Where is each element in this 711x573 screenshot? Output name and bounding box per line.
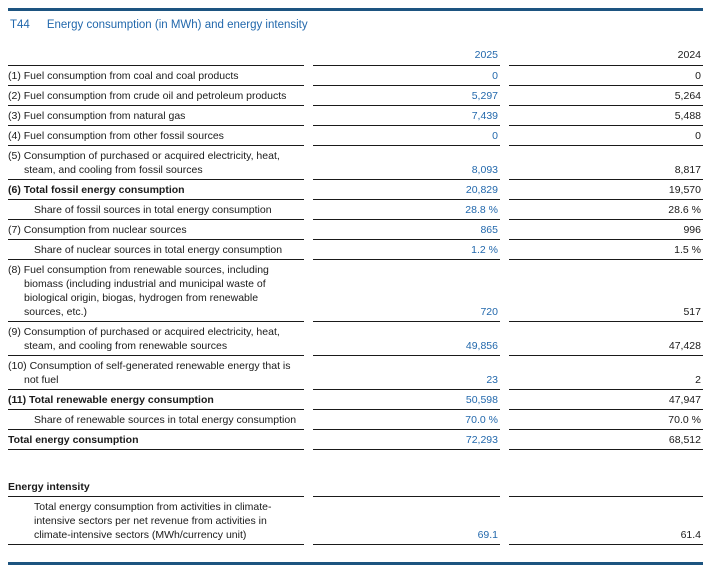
table-row: (1) Fuel consumption from coal and coal … [8,66,703,86]
row-value-2025: 72,293 [313,430,500,450]
row-label: (3) Fuel consumption from natural gas [8,106,304,126]
table-title: Energy consumption (in MWh) and energy i… [46,19,308,31]
column-header-2024: 2024 [509,35,703,66]
table-caption: T44 Energy consumption (in MWh) and ener… [8,11,703,35]
table-id: T44 [10,19,30,31]
row-value-2025: 865 [313,220,500,240]
row-label: Share of fossil sources in total energy … [8,200,304,220]
table-row: (7) Consumption from nuclear sources 865… [8,220,703,240]
row-label: (2) Fuel consumption from crude oil and … [8,86,304,106]
row-label: Share of renewable sources in total ener… [8,410,304,430]
row-value-2024: 5,264 [509,86,703,106]
row-value-2024: 0 [509,126,703,146]
top-rule [8,8,703,11]
row-value-2025: 50,598 [313,390,500,410]
table-row: (9) Consumption of purchased or acquired… [8,322,703,356]
row-label: (4) Fuel consumption from other fossil s… [8,126,304,146]
row-value-2025: 23 [313,356,500,390]
row-value-2024: 2 [509,356,703,390]
row-value-2025: 0 [313,126,500,146]
row-value-2025: 20,829 [313,180,500,200]
row-label: (5) Consumption of purchased or acquired… [8,146,304,180]
row-value-2024: 517 [509,260,703,322]
table-row: (2) Fuel consumption from crude oil and … [8,86,703,106]
row-label: (10) Consumption of self-generated renew… [8,356,304,390]
table-row: (8) Fuel consumption from renewable sour… [8,260,703,322]
bottom-rule [8,562,703,565]
row-label: (6) Total fossil energy consumption [8,180,304,200]
table-row: (10) Consumption of self-generated renew… [8,356,703,390]
column-header-2025: 2025 [313,35,500,66]
row-label: (8) Fuel consumption from renewable sour… [8,260,304,322]
section-header-spacer-2024 [509,477,703,497]
row-value-2024: 19,570 [509,180,703,200]
table-row: (4) Fuel consumption from other fossil s… [8,126,703,146]
row-value-2024: 47,428 [509,322,703,356]
row-value-2024: 8,817 [509,146,703,180]
row-value-2025: 720 [313,260,500,322]
row-label: Share of nuclear sources in total energy… [8,240,304,260]
row-label: (7) Consumption from nuclear sources [8,220,304,240]
row-value-2024: 0 [509,66,703,86]
row-value-2024: 70.0 % [509,410,703,430]
row-label: Total energy consumption [8,430,304,450]
row-value-2025: 28.8 % [313,200,500,220]
table-row: (3) Fuel consumption from natural gas 7,… [8,106,703,126]
row-value-2024: 1.5 % [509,240,703,260]
row-value-2025: 70.0 % [313,410,500,430]
row-value-2024: 5,488 [509,106,703,126]
row-value-2024: 61.4 [509,497,703,545]
row-label: (1) Fuel consumption from coal and coal … [8,66,304,86]
row-label: (11) Total renewable energy consumption [8,390,304,410]
row-value-2024: 996 [509,220,703,240]
row-value-2025: 0 [313,66,500,86]
bottom-spacer [8,545,703,562]
section-spacer [8,450,703,477]
table-row: (11) Total renewable energy consumption … [8,390,703,410]
row-value-2024: 47,947 [509,390,703,410]
row-value-2024: 68,512 [509,430,703,450]
row-label: Total energy consumption from activities… [8,497,304,545]
section-header-energy-intensity: Energy intensity [8,477,304,497]
row-value-2025: 7,439 [313,106,500,126]
table-header-row: 2025 2024 [8,35,703,66]
table-row: (6) Total fossil energy consumption 20,8… [8,180,703,200]
header-spacer [8,35,304,66]
table-row: Total energy consumption 72,293 68,512 [8,430,703,450]
row-value-2025: 49,856 [313,322,500,356]
table-row: (5) Consumption of purchased or acquired… [8,146,703,180]
row-value-2025: 69.1 [313,497,500,545]
row-value-2025: 5,297 [313,86,500,106]
table-row: Share of nuclear sources in total energy… [8,240,703,260]
table-row: Share of renewable sources in total ener… [8,410,703,430]
row-value-2025: 8,093 [313,146,500,180]
row-value-2024: 28.6 % [509,200,703,220]
table-row: Total energy consumption from activities… [8,497,703,545]
row-value-2025: 1.2 % [313,240,500,260]
row-label: (9) Consumption of purchased or acquired… [8,322,304,356]
table-row: Share of fossil sources in total energy … [8,200,703,220]
energy-intensity-section-row: Energy intensity [8,477,703,497]
section-header-spacer-2025 [313,477,500,497]
